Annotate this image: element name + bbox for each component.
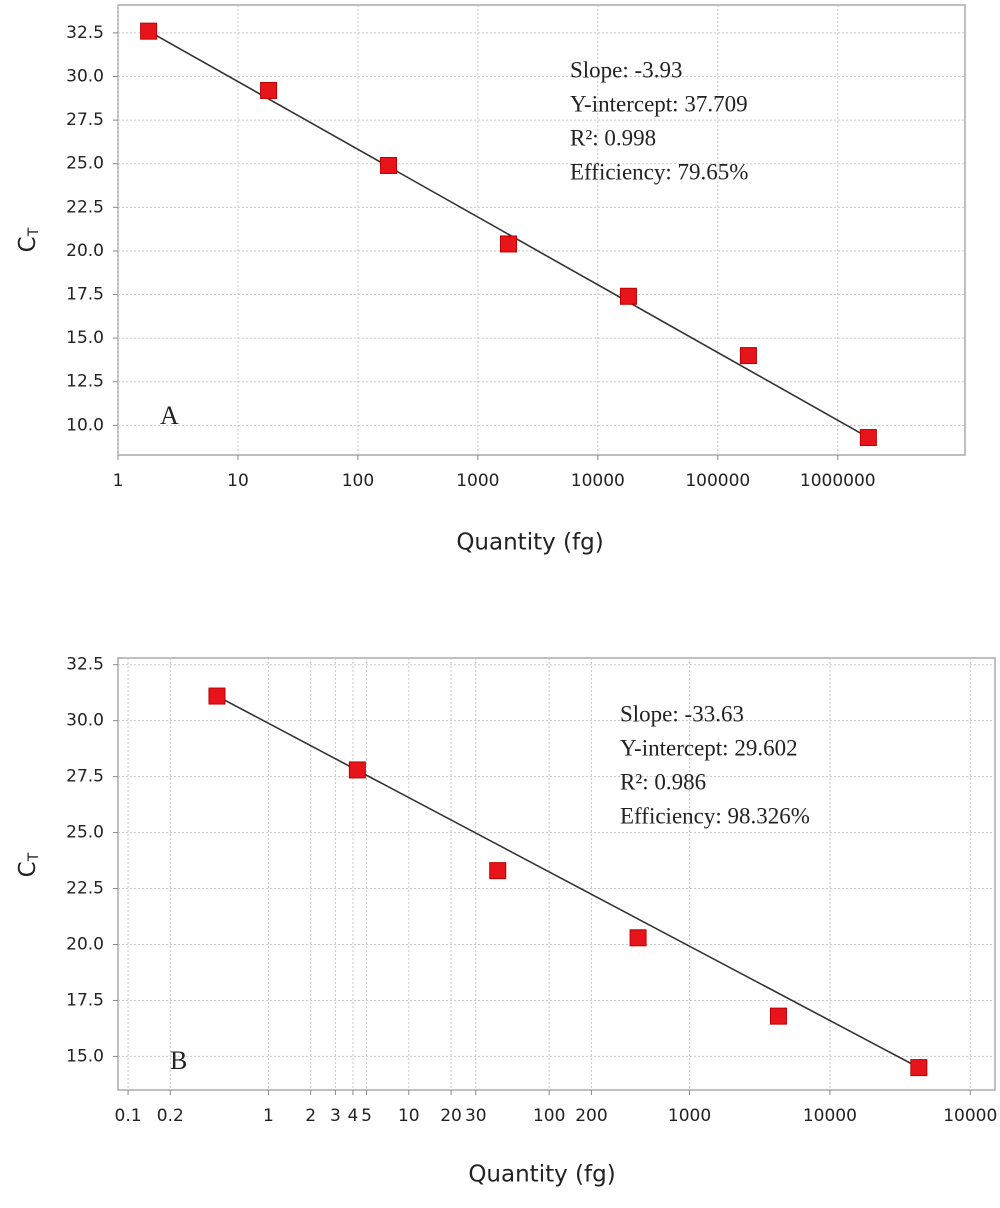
point <box>348 761 366 779</box>
x-tick-label: 30 <box>465 1106 487 1126</box>
point <box>208 687 226 705</box>
x-tick-label: 4 <box>348 1106 359 1126</box>
y-tick-label: 10.0 <box>66 415 104 435</box>
x-tick-label: 1 <box>113 471 124 491</box>
x-tick-label: 10000 <box>803 1106 857 1126</box>
point <box>619 287 637 305</box>
y-tick-label: 20.0 <box>66 241 104 261</box>
y-axis-label: CT <box>15 227 43 252</box>
x-tick-label: 1000 <box>456 471 499 491</box>
y-tick-label: 32.5 <box>66 655 104 675</box>
annotation: R²: 0.998 <box>570 125 656 150</box>
point <box>629 929 647 947</box>
annotation: Slope: -33.63 <box>620 701 744 726</box>
x-tick-label: 10 <box>398 1106 420 1126</box>
x-tick-label: 100000 <box>685 471 750 491</box>
y-tick-label: 17.5 <box>66 990 104 1010</box>
x-tick-label: 10000 <box>943 1106 997 1126</box>
trendline <box>216 695 920 1069</box>
y-tick-label: 22.5 <box>66 879 104 899</box>
annotation: R²: 0.986 <box>620 769 706 794</box>
y-axis-label-main: C <box>15 236 41 252</box>
y-tick-label: 12.5 <box>66 372 104 392</box>
point <box>769 1007 787 1025</box>
point <box>500 235 518 253</box>
point <box>739 347 757 365</box>
point <box>140 22 158 40</box>
y-tick-label: 32.5 <box>66 23 104 43</box>
x-tick-label: 1 <box>263 1106 274 1126</box>
point <box>489 862 507 880</box>
x-tick-label: 100 <box>533 1106 565 1126</box>
x-tick-label: 200 <box>575 1106 607 1126</box>
x-tick-label: 1000000 <box>800 471 876 491</box>
x-tick-label: 10000 <box>571 471 625 491</box>
annotation: Efficiency: 79.65% <box>570 159 748 184</box>
x-tick-label: 100 <box>342 471 374 491</box>
x-tick-label: 10 <box>227 471 249 491</box>
y-tick-label: 25.0 <box>66 154 104 174</box>
x-tick-label: 3 <box>330 1106 341 1126</box>
x-tick-label: 2 <box>305 1106 316 1126</box>
plot-area <box>117 657 996 1091</box>
y-tick-label: 30.0 <box>66 711 104 731</box>
y-axis-label: CT <box>15 852 43 877</box>
x-tick-label: 20 <box>440 1106 462 1126</box>
plot-area <box>117 4 966 456</box>
point <box>910 1059 928 1077</box>
y-axis-label-sub: T <box>26 852 42 862</box>
x-tick-label: 0.2 <box>157 1106 184 1126</box>
point <box>859 429 877 447</box>
annotation: Y-intercept: 37.709 <box>570 91 748 116</box>
annotation: Efficiency: 98.326% <box>620 803 810 828</box>
x-axis-label: Quantity (fg) <box>456 530 603 556</box>
panel-label: B <box>170 1046 187 1075</box>
annotation: Y-intercept: 29.602 <box>620 735 798 760</box>
x-tick-label: 1000 <box>668 1106 711 1126</box>
y-tick-label: 15.0 <box>66 1046 104 1066</box>
x-tick-label: 0.1 <box>115 1106 142 1126</box>
point <box>260 81 278 99</box>
y-tick-label: 20.0 <box>66 935 104 955</box>
x-tick-label: 5 <box>361 1106 372 1126</box>
y-axis-label-sub: T <box>26 227 42 237</box>
y-tick-label: 17.5 <box>66 285 104 305</box>
y-tick-label: 15.0 <box>66 328 104 348</box>
y-axis-label-main: C <box>15 861 41 877</box>
annotation: Slope: -3.93 <box>570 57 682 82</box>
panel-label: A <box>160 401 179 430</box>
y-tick-label: 25.0 <box>66 823 104 843</box>
x-axis-label: Quantity (fg) <box>468 1162 615 1188</box>
y-tick-label: 27.5 <box>66 110 104 130</box>
point <box>380 156 398 174</box>
y-tick-label: 22.5 <box>66 197 104 217</box>
y-tick-label: 27.5 <box>66 767 104 787</box>
y-tick-label: 30.0 <box>66 67 104 87</box>
